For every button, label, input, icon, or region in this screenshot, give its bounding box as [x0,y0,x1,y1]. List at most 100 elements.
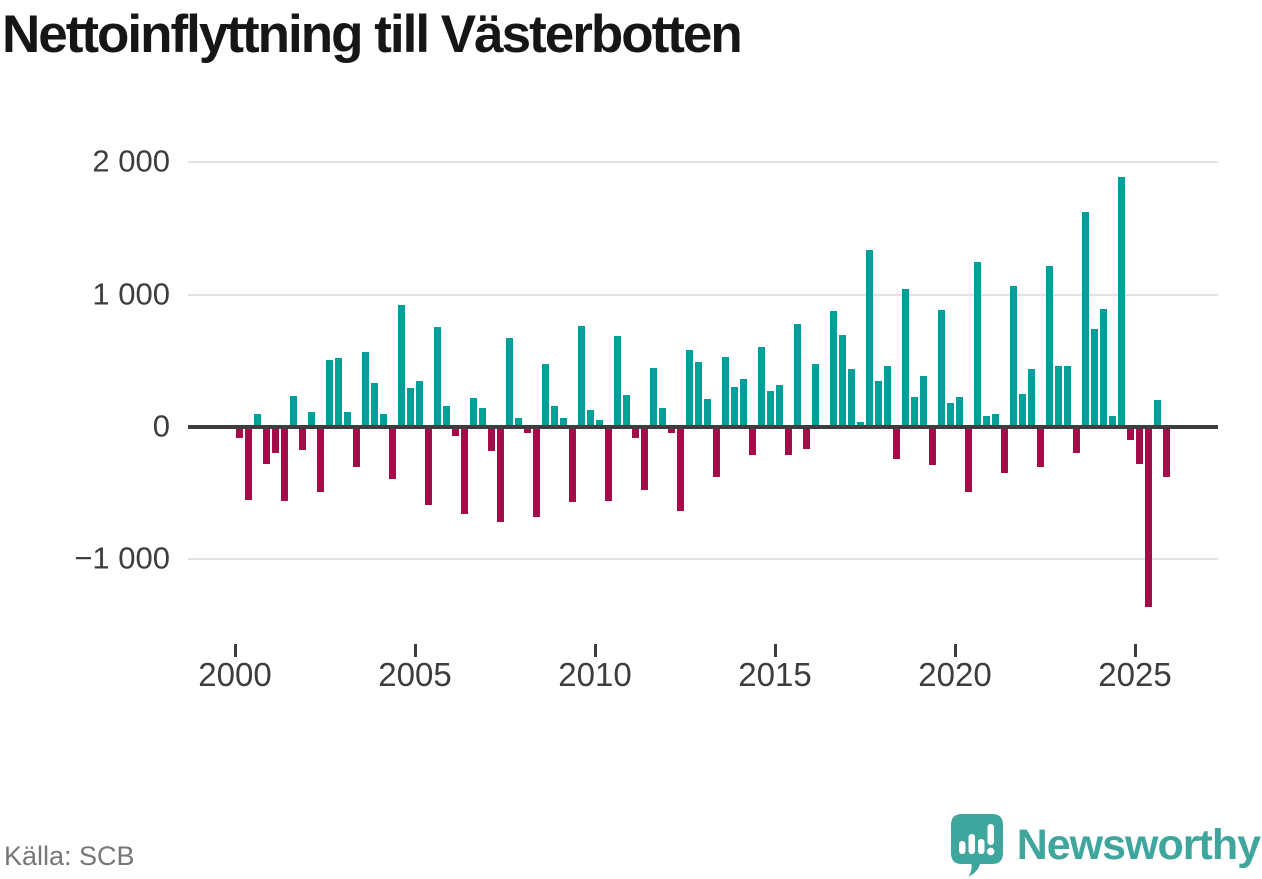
bar-2022Q4 [1055,366,1062,427]
gridline-2000 [188,161,1218,163]
bar-2021Q1 [992,414,999,427]
bar-2014Q4 [767,391,774,427]
bar-2022Q1 [1028,369,1035,427]
bar-2015Q3 [794,324,801,427]
bar-2002Q3 [326,360,333,427]
y-axis-label: −1 000 [74,540,170,576]
bar-2020Q3 [974,262,981,427]
bar-2012Q4 [695,362,702,427]
bar-2004Q4 [407,388,414,427]
bar-2018Q1 [884,366,891,427]
bar-2020Q4 [983,416,990,427]
bar-2020Q1 [956,397,963,427]
bar-2002Q4 [335,358,342,427]
bar-2019Q2 [929,427,936,465]
bar-2011Q2 [641,427,648,490]
bar-2016Q1 [812,364,819,427]
bar-2003Q3 [362,352,369,427]
brand-name: Newsworthy [1016,820,1261,869]
bar-2025Q1 [1136,427,1143,464]
bar-2016Q3 [830,311,837,427]
bar-2017Q3 [866,250,873,427]
bar-2009Q3 [578,326,585,427]
bar-2014Q3 [758,347,765,427]
bar-2009Q4 [587,410,594,427]
bar-2006Q2 [461,427,468,514]
bar-2005Q3 [434,327,441,427]
bar-2025Q2 [1145,427,1152,607]
bar-2023Q2 [1073,427,1080,453]
x-axis-tick-2005 [414,644,417,657]
bar-2022Q2 [1037,427,1044,467]
bar-2020Q2 [965,427,972,492]
bar-2015Q1 [776,385,783,427]
bar-2021Q2 [1001,427,1008,473]
bar-2015Q4 [803,427,810,449]
bar-2010Q3 [614,336,621,427]
bar-2009Q2 [569,427,576,502]
bar-2011Q4 [659,408,666,427]
x-axis-tick-2010 [594,644,597,657]
bar-2009Q1 [560,418,567,427]
bar-2023Q3 [1082,212,1089,427]
bar-2004Q1 [380,414,387,427]
x-axis-line [188,425,1218,429]
bar-2024Q3 [1118,177,1125,427]
bar-2005Q2 [425,427,432,505]
bar-2012Q2 [677,427,684,511]
gridline--1000 [188,558,1218,560]
bar-2007Q1 [488,427,495,451]
bar-2000Q4 [263,427,270,464]
chart-title: Nettoinflyttning till Västerbotten [2,5,743,64]
x-axis-tick-2025 [1134,644,1137,657]
bar-2013Q1 [704,399,711,427]
bar-2003Q2 [353,427,360,467]
bar-2023Q4 [1091,329,1098,427]
bar-2022Q3 [1046,266,1053,427]
bar-2008Q2 [533,427,540,517]
y-axis-label: 0 [152,408,170,444]
x-axis-label-2000: 2000 [198,656,272,693]
bar-2002Q2 [317,427,324,492]
bar-2017Q1 [848,369,855,427]
bar-2015Q2 [785,427,792,455]
x-axis-tick-2000 [234,644,237,657]
x-axis-label-2020: 2020 [918,656,992,693]
bar-2002Q1 [308,412,315,427]
bar-2021Q4 [1019,394,1026,427]
x-axis-label-2015: 2015 [738,656,812,693]
bar-2018Q4 [911,397,918,427]
bar-2008Q1 [524,427,531,433]
bar-2017Q4 [875,381,882,427]
bar-2014Q2 [749,427,756,455]
x-axis-tick-2020 [954,644,957,657]
bar-2021Q3 [1010,286,1017,427]
bar-2010Q4 [623,395,630,427]
bar-2004Q3 [398,305,405,427]
bar-2004Q2 [389,427,396,479]
gridline-1000 [188,294,1218,296]
bar-2011Q3 [650,368,657,427]
bar-2013Q4 [731,387,738,427]
bar-2019Q3 [938,310,945,427]
bar-2017Q2 [857,422,864,427]
bar-2007Q4 [515,418,522,427]
bar-2010Q1 [596,420,603,427]
bar-2012Q1 [668,427,675,433]
bar-2007Q3 [506,338,513,427]
bar-2001Q1 [272,427,279,453]
y-axis-label: 1 000 [92,276,170,312]
bar-2003Q4 [371,383,378,427]
bar-2018Q2 [893,427,900,459]
bar-2005Q4 [443,406,450,427]
bar-2016Q4 [839,335,846,427]
bar-2012Q3 [686,350,693,427]
bar-2023Q1 [1064,366,1071,427]
brand-logo: Newsworthy [950,812,1261,878]
y-axis-label: 2 000 [92,143,170,179]
bar-2005Q1 [416,381,423,427]
bar-2008Q4 [551,406,558,427]
bar-2008Q3 [542,364,549,427]
